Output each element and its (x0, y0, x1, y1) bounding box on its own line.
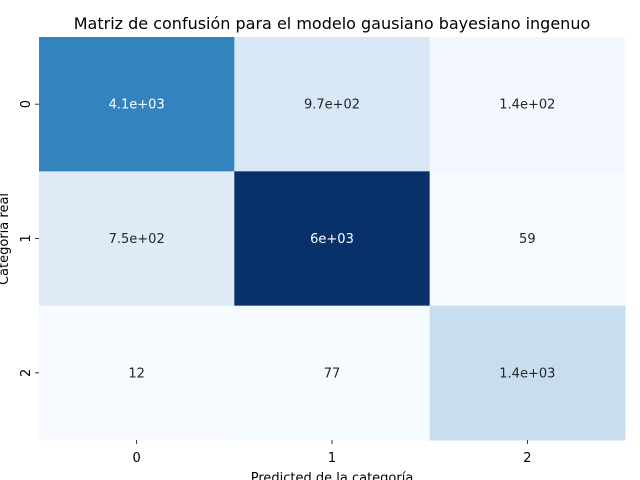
heatmap-cells (39, 37, 626, 441)
heatmap-cell-label-2-2: 1.4e+03 (499, 366, 555, 381)
heatmap-cell-0-1 (234, 37, 431, 172)
heatmap-cell-label-0-2: 1.4e+02 (499, 98, 555, 113)
x-axis-ticks: 0 1 2 (133, 440, 531, 466)
heatmap-cell-label-0-1: 9.7e+02 (304, 98, 360, 113)
heatmap-cell-0-0 (39, 37, 235, 172)
y-axis-label: Categoría real (0, 193, 12, 285)
heatmap-cell-1-1 (234, 171, 431, 307)
heatmap-cell-labels: 4.1e+03 9.7e+02 1.4e+02 7.5e+02 6e+03 59 12 77 1… (109, 98, 556, 382)
heatmap-cell-label-0-0: 4.1e+03 (109, 98, 165, 113)
heatmap-cell-2-0 (39, 305, 235, 441)
y-axis-ticks: 0 1 2 (19, 100, 39, 377)
y-tick-label-0: 0 (19, 100, 34, 108)
heatmap-cell-0-2 (429, 37, 626, 172)
heatmap-cell-2-2 (429, 305, 626, 441)
heatmap-cell-label-2-1: 77 (324, 366, 341, 381)
heatmap-cell-1-0 (39, 171, 235, 307)
heatmap-cell-label-1-2: 59 (519, 232, 536, 247)
y-tick-label-2: 2 (19, 369, 34, 377)
x-tick-label-2: 2 (523, 451, 531, 466)
x-tick-label-0: 0 (133, 451, 141, 466)
x-axis-label: Predicted de la categoría (251, 471, 414, 480)
chart-title: Matriz de confusión para el modelo gausi… (74, 14, 591, 33)
heatmap-cell-label-1-1: 6e+03 (310, 232, 354, 247)
x-tick-label-1: 1 (328, 451, 336, 466)
heatmap-cell-2-1 (234, 305, 431, 441)
heatmap-cell-1-2 (429, 171, 626, 307)
heatmap-cell-label-1-0: 7.5e+02 (109, 232, 165, 247)
heatmap-cell-label-2-0: 12 (128, 366, 145, 381)
y-tick-label-1: 1 (19, 234, 34, 242)
